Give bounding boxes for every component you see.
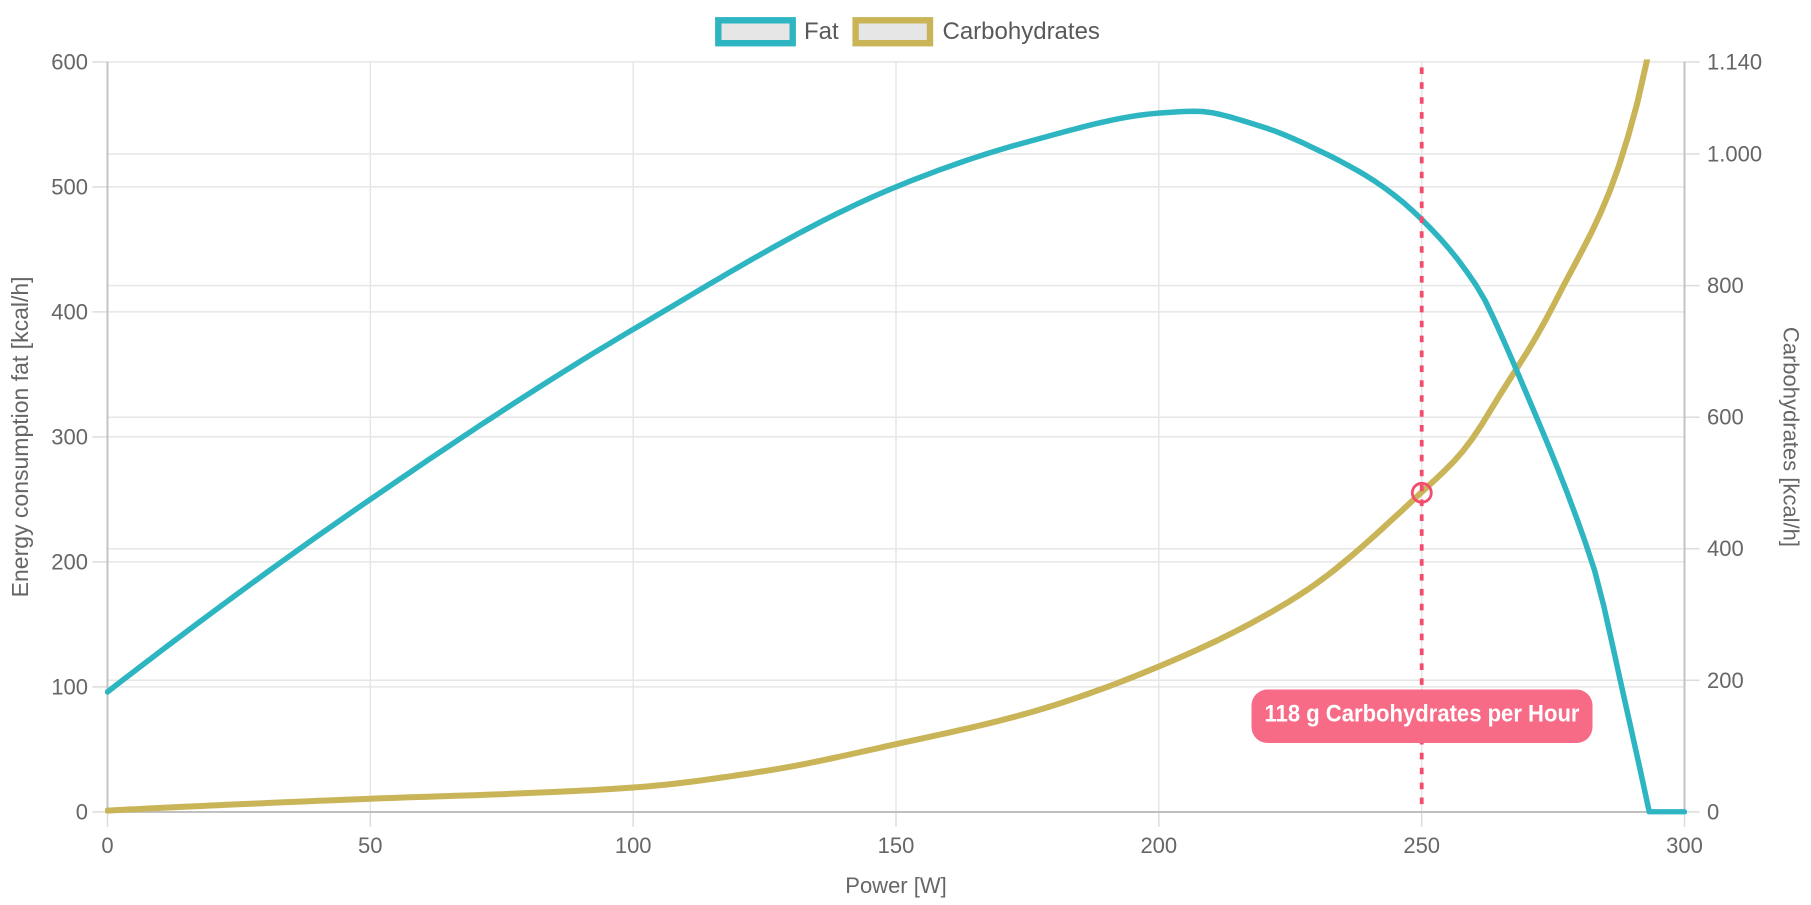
svg-text:1.000: 1.000 (1707, 142, 1762, 167)
svg-text:118 g Carbohydrates per Hour: 118 g Carbohydrates per Hour (1265, 701, 1580, 728)
svg-text:0: 0 (101, 833, 113, 858)
svg-text:100: 100 (51, 674, 88, 699)
svg-text:500: 500 (51, 174, 88, 199)
svg-text:300: 300 (51, 424, 88, 449)
svg-text:Carbohydrates: Carbohydrates (943, 18, 1100, 45)
svg-text:400: 400 (51, 299, 88, 324)
svg-text:300: 300 (1666, 833, 1703, 858)
svg-text:200: 200 (1140, 833, 1177, 858)
svg-text:Energy consumption fat [kcal/h: Energy consumption fat [kcal/h] (7, 276, 33, 597)
svg-text:250: 250 (1403, 833, 1440, 858)
svg-text:100: 100 (615, 833, 652, 858)
svg-text:Fat: Fat (804, 18, 839, 45)
svg-text:0: 0 (76, 799, 88, 824)
svg-text:600: 600 (1707, 405, 1744, 430)
svg-text:Power [W]: Power [W] (845, 873, 946, 898)
svg-text:800: 800 (1707, 273, 1744, 298)
svg-text:400: 400 (1707, 536, 1744, 561)
svg-text:200: 200 (51, 549, 88, 574)
svg-text:200: 200 (1707, 668, 1744, 693)
svg-text:50: 50 (358, 833, 382, 858)
svg-text:Carbohydrates [kcal/h]: Carbohydrates [kcal/h] (1779, 327, 1804, 547)
svg-text:600: 600 (51, 49, 88, 74)
svg-text:1.140: 1.140 (1707, 49, 1762, 74)
svg-text:0: 0 (1707, 799, 1719, 824)
svg-text:150: 150 (878, 833, 915, 858)
